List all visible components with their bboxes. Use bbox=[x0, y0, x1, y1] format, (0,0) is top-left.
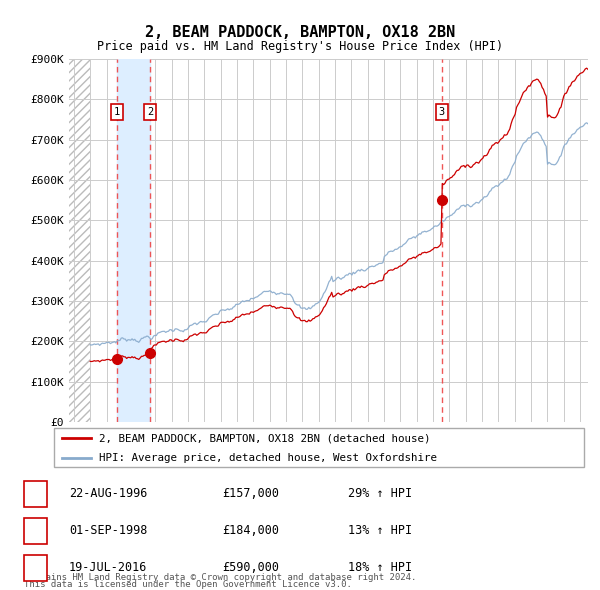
Text: 3: 3 bbox=[439, 107, 445, 117]
Text: 3: 3 bbox=[32, 561, 39, 575]
Text: Price paid vs. HM Land Registry's House Price Index (HPI): Price paid vs. HM Land Registry's House … bbox=[97, 40, 503, 53]
Text: Contains HM Land Registry data © Crown copyright and database right 2024.: Contains HM Land Registry data © Crown c… bbox=[24, 572, 416, 582]
Text: 2, BEAM PADDOCK, BAMPTON, OX18 2BN (detached house): 2, BEAM PADDOCK, BAMPTON, OX18 2BN (deta… bbox=[100, 433, 431, 443]
Text: 2: 2 bbox=[32, 524, 39, 537]
Text: 13% ↑ HPI: 13% ↑ HPI bbox=[348, 524, 412, 537]
Text: £184,000: £184,000 bbox=[222, 524, 279, 537]
Text: 19-JUL-2016: 19-JUL-2016 bbox=[69, 561, 148, 575]
Text: 1: 1 bbox=[114, 107, 120, 117]
Text: 1: 1 bbox=[32, 487, 39, 500]
Bar bbox=[117, 59, 150, 422]
Text: This data is licensed under the Open Government Licence v3.0.: This data is licensed under the Open Gov… bbox=[24, 579, 352, 589]
Text: 22-AUG-1996: 22-AUG-1996 bbox=[69, 487, 148, 500]
Text: £590,000: £590,000 bbox=[222, 561, 279, 575]
FancyBboxPatch shape bbox=[53, 428, 584, 467]
Text: 29% ↑ HPI: 29% ↑ HPI bbox=[348, 487, 412, 500]
Text: HPI: Average price, detached house, West Oxfordshire: HPI: Average price, detached house, West… bbox=[100, 453, 437, 463]
Text: 2: 2 bbox=[147, 107, 153, 117]
Text: 2, BEAM PADDOCK, BAMPTON, OX18 2BN: 2, BEAM PADDOCK, BAMPTON, OX18 2BN bbox=[145, 25, 455, 40]
Text: 01-SEP-1998: 01-SEP-1998 bbox=[69, 524, 148, 537]
Text: £157,000: £157,000 bbox=[222, 487, 279, 500]
Text: 18% ↑ HPI: 18% ↑ HPI bbox=[348, 561, 412, 575]
